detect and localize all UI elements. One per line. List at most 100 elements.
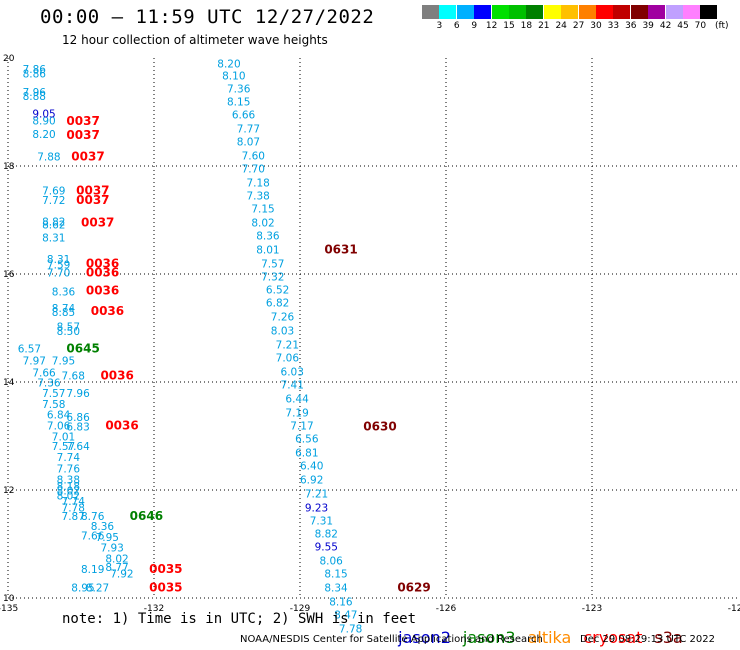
chart-title: 00:00 — 11:59 UTC 12/27/2022 [40,6,375,28]
wave-height-label: 8.06 [319,556,343,568]
wave-height-label: 7.01 [52,431,75,443]
wave-height-label: 8.47 [334,610,357,622]
wave-height-label: 8.85 [52,307,75,319]
wave-height-label: 7.96 [23,87,47,99]
x-tick-label: -132 [144,604,164,614]
wave-height-label: 7.15 [251,203,274,215]
legend-jason2: jason2 [398,628,451,647]
wave-height-label: 8.16 [329,597,353,609]
x-tick-label: -123 [582,604,602,614]
color-swatch [491,5,509,19]
wave-height-label: 7.64 [66,441,90,453]
wave-height-label: 8.77 [105,562,128,574]
wave-height-label: 7.93 [100,543,123,555]
wave-height-label: 8.76 [81,511,105,523]
wave-height-label: 7.32 [261,271,284,283]
pass-time-label: 0036 [86,257,119,271]
wave-height-label: 8.31 [47,254,70,266]
wave-height-label: 7.70 [47,268,70,280]
color-scale-label: 42 [659,21,672,31]
color-scale-label: 27 [572,21,585,31]
pass-time-label: 0630 [363,420,396,434]
pass-time-label: 0037 [76,184,109,198]
wave-height-label: 8.15 [324,568,347,580]
wave-height-label: 9.23 [305,503,328,515]
wave-height-label: 8.20 [217,59,240,71]
note-text: note: 1) Time is in UTC; 2) SWH is in fe… [62,611,417,627]
wave-height-label: 7.97 [23,356,46,368]
wave-height-label: 8.03 [271,325,294,337]
pass-time-label: 0629 [397,581,430,595]
color-scale-label: 12 [485,21,498,31]
color-scale-label: 36 [625,21,637,31]
wave-height-label: 8.18 [57,481,80,493]
wave-height-label: 6.44 [285,394,309,406]
wave-height-label: 6.84 [47,410,71,422]
wave-height-label: 7.69 [42,186,65,198]
color-scale-label: 6 [453,21,460,31]
x-tick-label: -129 [290,604,311,614]
wave-height-label: 8.62 [42,220,65,232]
wave-height-label: 7.66 [81,531,105,543]
wave-height-label: 7.68 [62,370,85,382]
wave-height-label: 7.74 [57,452,81,464]
color-scale-label: 3 [436,21,443,31]
wave-height-label: 8.82 [315,529,338,541]
x-tick-label: -135 [0,604,18,614]
wave-height-label: 6.40 [300,460,323,472]
wave-height-label: 7.87 [62,511,85,523]
color-swatch [683,5,700,19]
y-tick-label: 10 [3,594,15,604]
x-tick-label: -120 [728,604,740,614]
color-scale-label: 45 [677,21,689,31]
wave-height-label: 8.36 [256,230,280,242]
wave-height-label: 7.19 [285,408,308,420]
color-swatch [526,5,544,19]
wave-height-label: 7.59 [47,260,70,272]
wave-height-label: 7.96 [66,388,90,400]
pass-time-label: 0645 [66,341,99,355]
pass-time-label: 0037 [81,215,114,229]
wave-height-label: 6.57 [18,343,41,355]
pass-time-label: 0037 [71,150,104,164]
wave-height-label: 8.02 [105,553,128,565]
color-swatch [543,5,561,19]
wave-height-label: 7.31 [310,516,333,528]
wave-height-label: 6.82 [266,297,289,309]
wave-height-label: 6.03 [281,367,304,379]
pass-time-label: 0036 [91,304,124,318]
wave-height-label: 6.92 [300,475,323,487]
wave-height-label: 9.55 [315,541,338,553]
color-scale-label: 21 [538,21,550,31]
y-tick-label: 12 [3,486,14,496]
color-swatch [456,5,474,19]
wave-height-label: 8.02 [57,485,80,497]
wave-height-label: 8.01 [256,244,279,256]
pass-time-label: 0631 [324,242,357,256]
pass-time-label: 0036 [100,368,133,382]
y-tick-label: 16 [3,270,15,280]
wave-height-label: 8.20 [32,129,55,141]
y-tick-label: 14 [3,378,15,388]
wave-height-label: 7.41 [281,379,304,391]
wave-height-label: 8.57 [57,322,80,334]
wave-height-label: 7.66 [32,368,56,380]
color-scale-label: 30 [590,21,602,31]
wave-height-label: 6.56 [295,433,319,445]
pass-time-label: 0036 [86,266,119,280]
wave-height-label: 8.95 [71,583,94,595]
color-swatch [596,5,613,19]
legend-altika: altika [527,628,572,647]
color-swatch [578,5,596,19]
wave-height-label: 8.15 [227,97,250,109]
color-swatch [648,5,666,19]
wave-height-label: 8.88 [23,91,46,103]
wave-height-label: 8.31 [42,233,65,245]
wave-height-label: 8.82 [42,216,65,228]
color-scale-unit: (ft) [715,21,729,31]
wave-height-label: 7.57 [52,441,75,453]
pass-time-label: 0037 [66,128,99,142]
wave-height-label: 6.52 [266,284,289,296]
wave-height-label: 7.36 [37,377,61,389]
color-swatch [474,5,492,19]
